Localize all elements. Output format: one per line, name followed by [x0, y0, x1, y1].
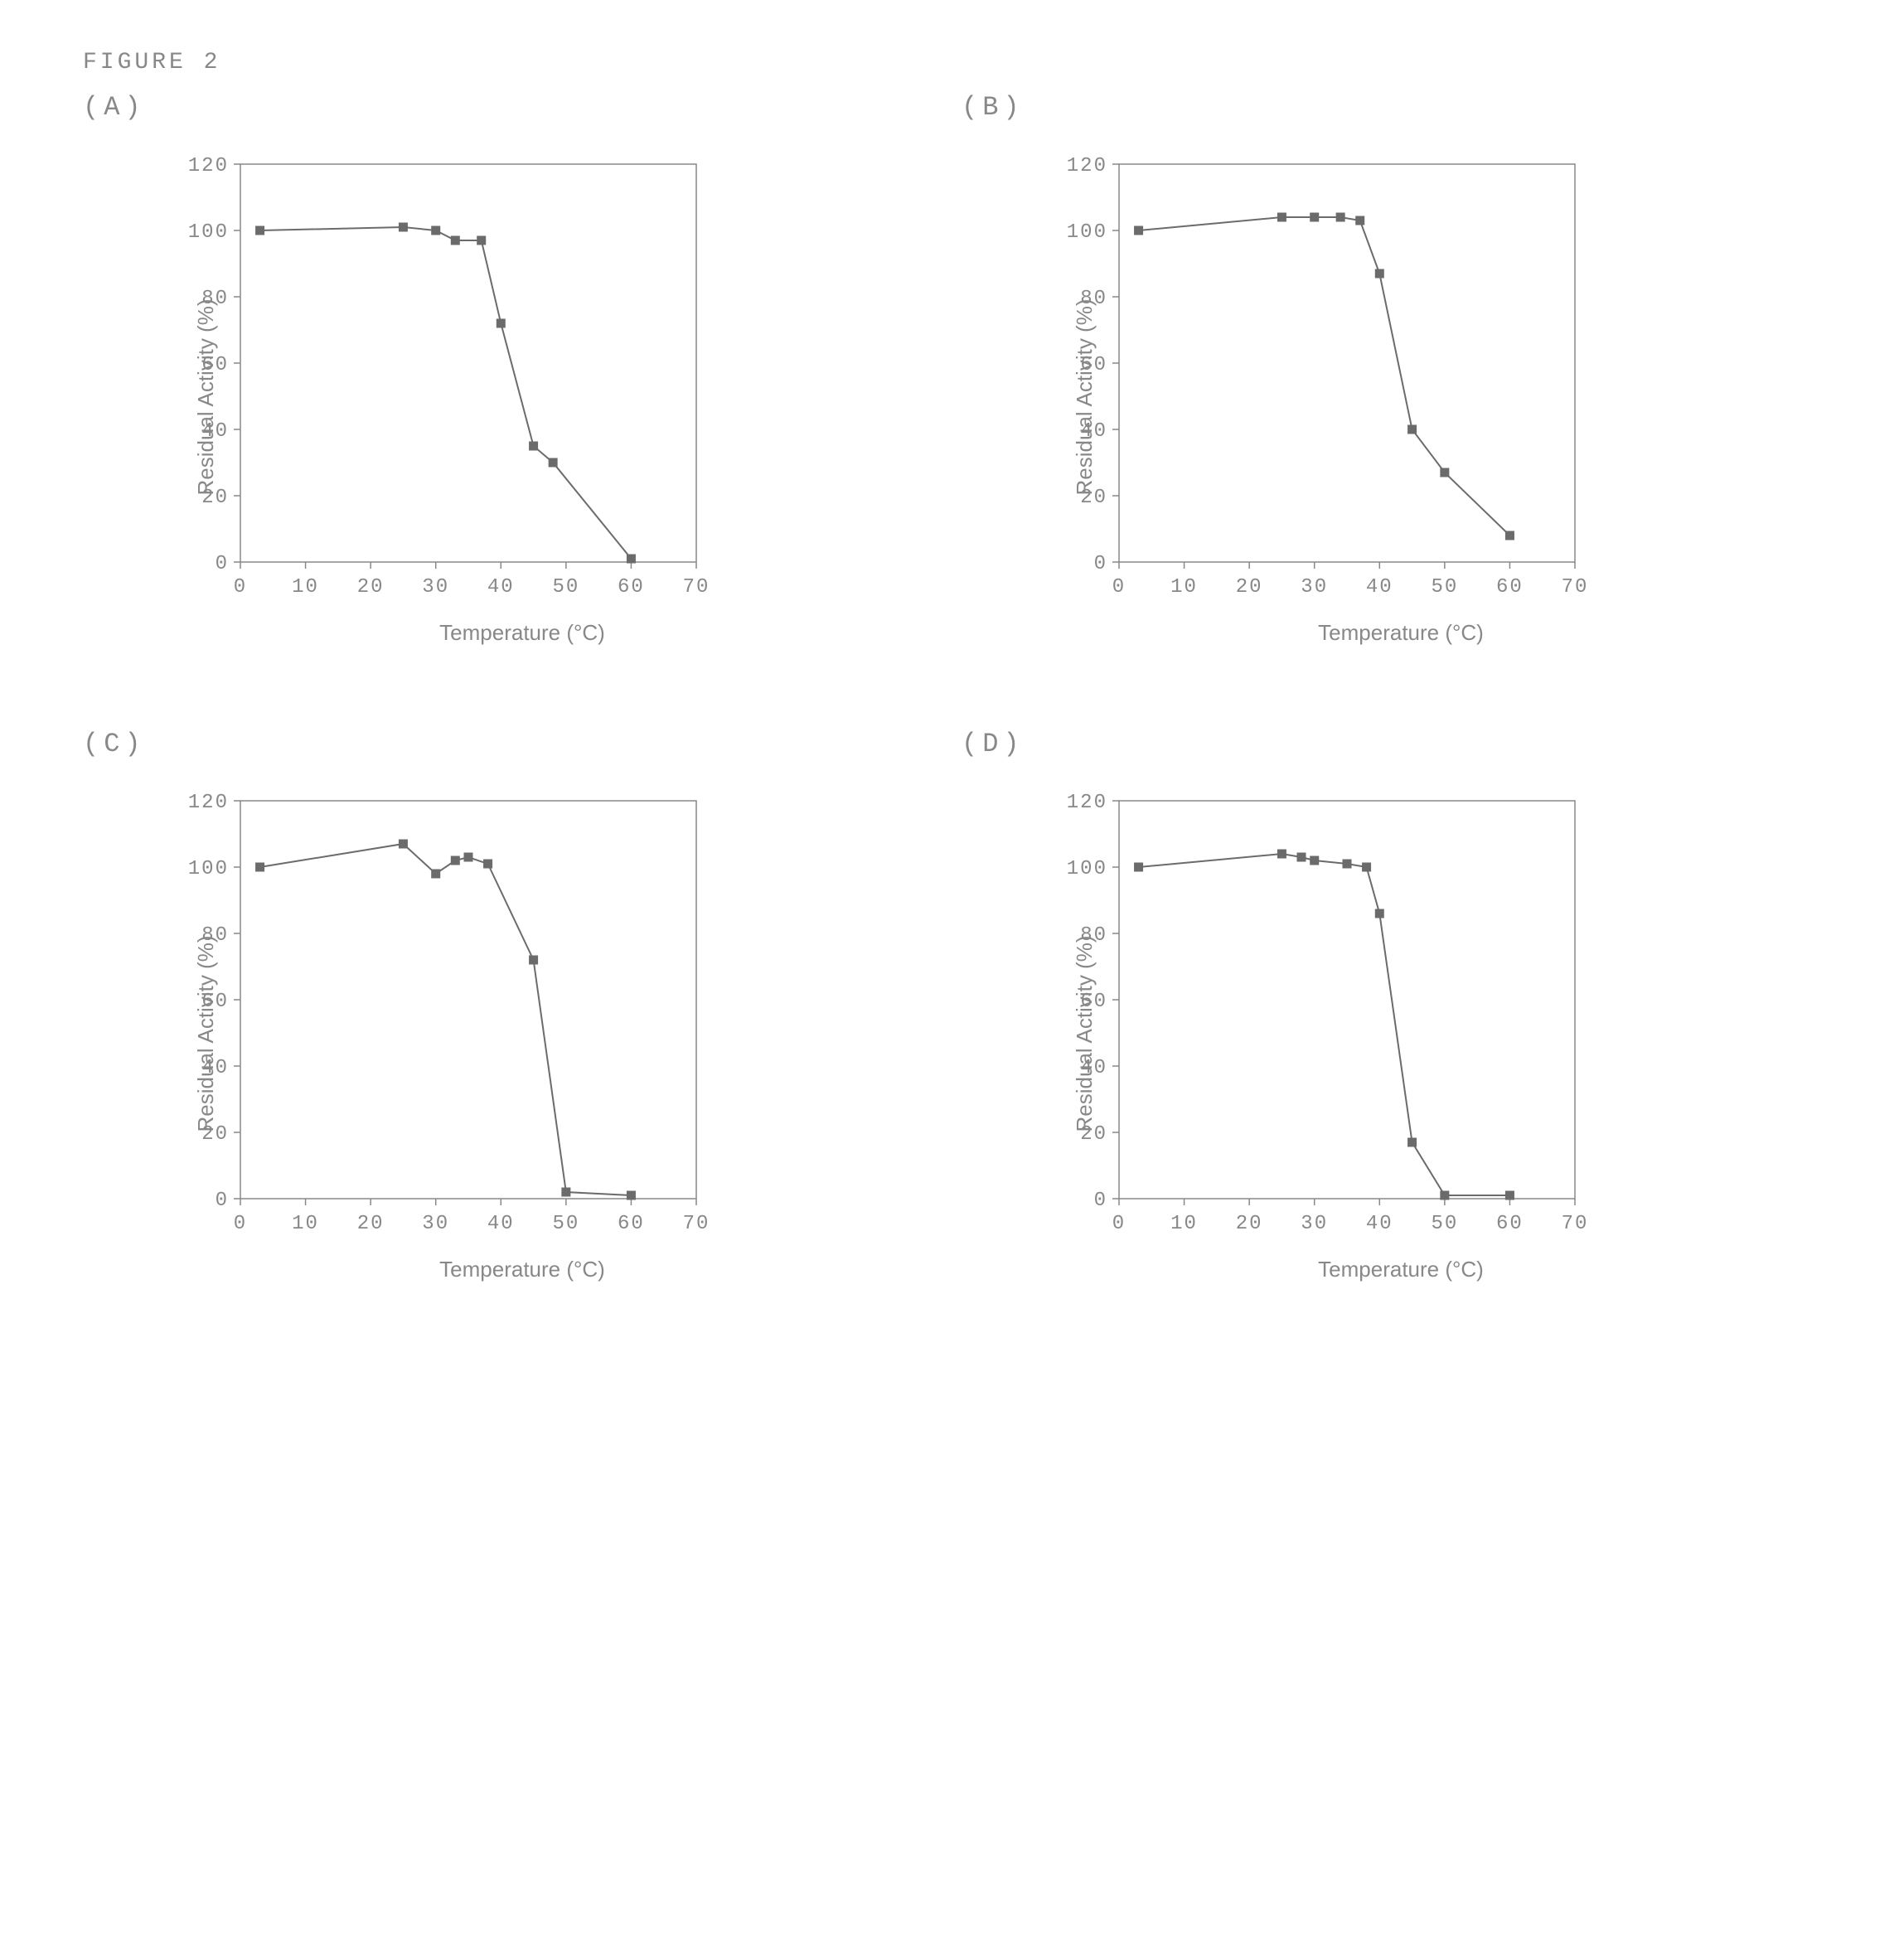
- xlabel-b: Temperature (°C): [1061, 620, 1741, 646]
- ylabel-c: Residual Activity (%): [193, 935, 219, 1132]
- svg-text:10: 10: [292, 576, 319, 599]
- svg-text:60: 60: [1496, 576, 1524, 599]
- svg-text:0: 0: [216, 1190, 229, 1212]
- chart-d: Residual Activity (%) 010203040506070020…: [1061, 784, 1741, 1282]
- svg-text:30: 30: [422, 1213, 449, 1235]
- svg-text:0: 0: [234, 576, 247, 599]
- svg-text:100: 100: [188, 221, 229, 244]
- ylabel-d: Residual Activity (%): [1072, 935, 1097, 1132]
- svg-text:20: 20: [1236, 1213, 1263, 1235]
- svg-text:60: 60: [1496, 1213, 1524, 1235]
- xlabel-c: Temperature (°C): [182, 1257, 862, 1282]
- xlabel-d: Temperature (°C): [1061, 1257, 1741, 1282]
- chart-svg-a: 010203040506070020406080100120: [182, 148, 713, 612]
- svg-text:70: 70: [683, 1213, 710, 1235]
- svg-text:0: 0: [216, 553, 229, 575]
- svg-text:120: 120: [1067, 792, 1107, 814]
- svg-text:50: 50: [1431, 576, 1458, 599]
- svg-text:20: 20: [357, 1213, 385, 1235]
- svg-text:50: 50: [552, 576, 579, 599]
- svg-text:30: 30: [422, 576, 449, 599]
- chart-a: Residual Activity (%) 010203040506070020…: [182, 148, 862, 646]
- svg-text:20: 20: [1236, 576, 1263, 599]
- svg-text:100: 100: [188, 858, 229, 880]
- svg-text:10: 10: [1170, 1213, 1198, 1235]
- svg-text:0: 0: [1094, 553, 1107, 575]
- svg-text:70: 70: [1562, 576, 1589, 599]
- svg-text:0: 0: [1094, 1190, 1107, 1212]
- svg-text:30: 30: [1301, 576, 1328, 599]
- svg-text:50: 50: [552, 1213, 579, 1235]
- chart-b: Residual Activity (%) 010203040506070020…: [1061, 148, 1741, 646]
- chart-grid: (A) Residual Activity (%) 0 10 20 30 40 50 60 7…: [83, 92, 1741, 1282]
- svg-text:50: 50: [1431, 1213, 1458, 1235]
- chart-svg-b: 010203040506070020406080100120: [1061, 148, 1592, 612]
- panel-a: (A) Residual Activity (%) 0 10 20 30 40 50 60 7…: [83, 92, 862, 646]
- panel-label-d: (D): [962, 729, 1741, 759]
- xlabel-a: Temperature (°C): [182, 620, 862, 646]
- svg-text:40: 40: [1366, 576, 1393, 599]
- svg-text:120: 120: [188, 792, 229, 814]
- svg-text:100: 100: [1067, 858, 1107, 880]
- svg-text:40: 40: [487, 1213, 515, 1235]
- figure-title: FIGURE 2: [83, 50, 1821, 75]
- chart-svg-c: 010203040506070020406080100120: [182, 784, 713, 1248]
- panel-label-a: (A): [83, 92, 862, 123]
- panel-c: (C) Residual Activity (%) 0 10 20 30 40 50 60 7…: [83, 729, 862, 1282]
- svg-text:120: 120: [188, 155, 229, 177]
- panel-label-b: (B): [962, 92, 1741, 123]
- ylabel-b: Residual Activity (%): [1072, 298, 1097, 495]
- svg-text:120: 120: [1067, 155, 1107, 177]
- svg-text:0: 0: [1112, 1213, 1126, 1235]
- svg-text:20: 20: [357, 576, 385, 599]
- svg-text:60: 60: [618, 576, 645, 599]
- svg-text:40: 40: [1366, 1213, 1393, 1235]
- svg-text:70: 70: [1562, 1213, 1589, 1235]
- ylabel-a: Residual Activity (%): [193, 298, 219, 495]
- panel-b: (B) Residual Activity (%) 0 10 20 30 40 50 60 7…: [962, 92, 1741, 646]
- chart-svg-d: 010203040506070020406080100120: [1061, 784, 1592, 1248]
- chart-c: Residual Activity (%) 010203040506070020…: [182, 784, 862, 1282]
- svg-text:10: 10: [292, 1213, 319, 1235]
- svg-text:30: 30: [1301, 1213, 1328, 1235]
- svg-text:100: 100: [1067, 221, 1107, 244]
- svg-text:40: 40: [487, 576, 515, 599]
- svg-text:10: 10: [1170, 576, 1198, 599]
- panel-d: (D) Residual Activity (%) 0 10 20 30 40 50 60 7…: [962, 729, 1741, 1282]
- svg-text:0: 0: [1112, 576, 1126, 599]
- panel-label-c: (C): [83, 729, 862, 759]
- svg-text:70: 70: [683, 576, 710, 599]
- svg-text:60: 60: [618, 1213, 645, 1235]
- svg-text:0: 0: [234, 1213, 247, 1235]
